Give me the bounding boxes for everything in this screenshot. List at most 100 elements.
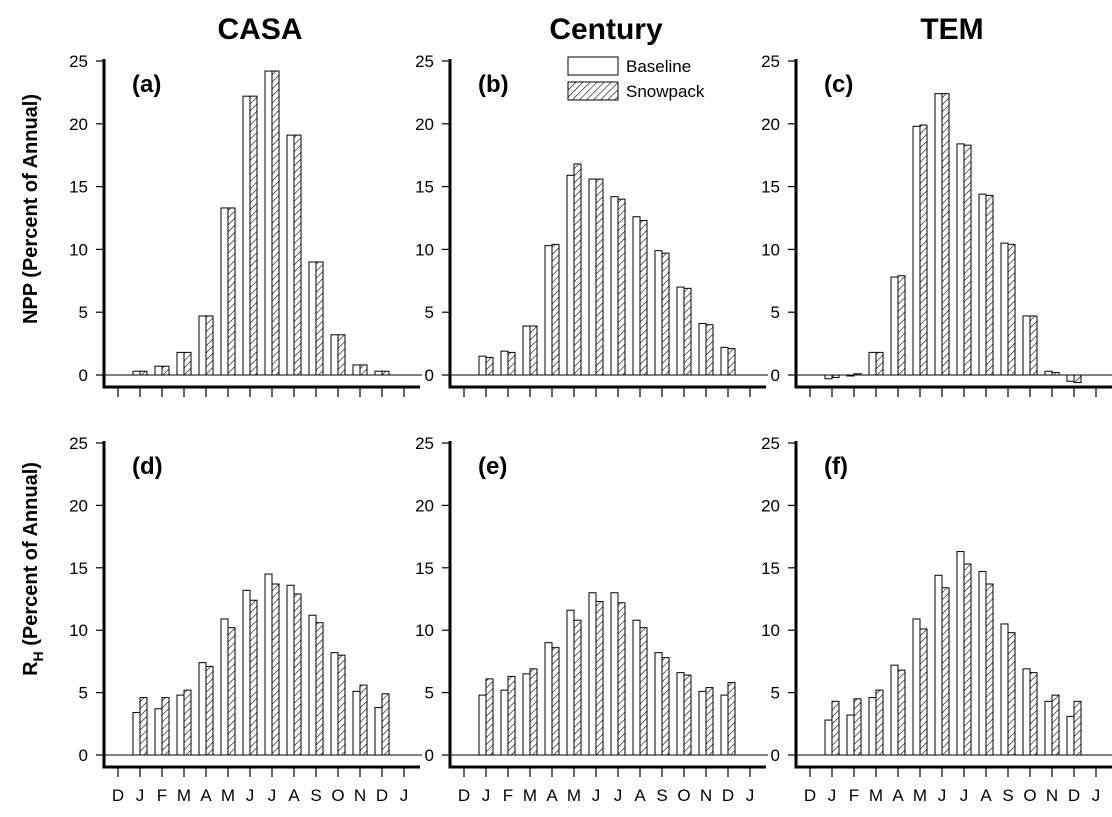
bar-baseline-3 (522, 325, 531, 376)
y-tick-label: 0 (79, 746, 88, 765)
x-tick-label: A (288, 786, 300, 805)
x-tick-label: D (804, 786, 816, 805)
x-tick-label: O (1023, 786, 1036, 805)
bar-snowpack-10 (337, 334, 346, 376)
bar-baseline-4 (198, 315, 207, 376)
bar-baseline-2 (500, 689, 509, 756)
y-tick-label: 15 (761, 178, 780, 197)
bar-snowpack-9 (661, 252, 670, 376)
y-tick-label: 25 (415, 434, 434, 453)
x-tick-label: M (913, 786, 927, 805)
bar-baseline-10 (1022, 315, 1031, 376)
bar-baseline-4 (890, 664, 899, 756)
bar-baseline-8 (286, 584, 295, 756)
panel-b-label: (b) (478, 71, 509, 98)
y-tick-label: 0 (425, 746, 434, 765)
bar-baseline-2 (846, 374, 855, 377)
bar-snowpack-4 (897, 275, 906, 376)
bar-baseline-6 (934, 93, 943, 376)
y-tick-label: 25 (69, 434, 88, 453)
bar-baseline-7 (610, 592, 619, 756)
bar-baseline-12 (1066, 374, 1075, 382)
x-tick-label: D (376, 786, 388, 805)
y-tick-label: 20 (415, 496, 434, 515)
bar-snowpack-10 (337, 654, 346, 756)
legend: Baseline Snowpack (567, 56, 705, 101)
bar-baseline-11 (698, 690, 707, 756)
y-tick-label: 0 (771, 746, 780, 765)
bar-snowpack-6 (595, 600, 604, 756)
x-tick-label: O (677, 786, 690, 805)
x-tick-label: M (221, 786, 235, 805)
x-tick-label: M (869, 786, 883, 805)
bar-baseline-11 (1044, 700, 1053, 756)
bar-baseline-4 (544, 642, 553, 756)
y-tick-label: 20 (761, 115, 780, 134)
bar-snowpack-11 (705, 687, 714, 756)
bar-snowpack-5 (573, 163, 582, 376)
bar-snowpack-3 (875, 351, 884, 376)
panel-c: 0 5 10 15 20 25 (c) (761, 52, 1112, 397)
bar-baseline-5 (566, 609, 575, 756)
y-tick-label: 25 (69, 52, 88, 71)
y-tick-label: 15 (415, 178, 434, 197)
bar-baseline-12 (374, 707, 383, 756)
bar-snowpack-11 (359, 684, 368, 756)
x-tick-label: J (1092, 786, 1101, 805)
y-tick-label: 20 (69, 115, 88, 134)
ylabel-rh-main: R (20, 661, 42, 676)
y-tick-label: 10 (761, 240, 780, 259)
panel-a: 0 5 10 15 20 25 (a) (69, 52, 422, 397)
bar-baseline-2 (500, 350, 509, 376)
x-tick-label: J (828, 786, 837, 805)
bar-baseline-3 (522, 673, 531, 756)
x-tick-label: S (310, 786, 321, 805)
bar-snowpack-3 (183, 351, 192, 376)
y-tick-label: 15 (761, 559, 780, 578)
bar-baseline-1 (132, 712, 141, 756)
y-tick-label: 5 (79, 684, 88, 703)
bar-snowpack-7 (271, 70, 280, 376)
bar-snowpack-9 (315, 261, 324, 376)
bar-snowpack-11 (705, 324, 714, 376)
y-tick-label: 25 (761, 52, 780, 71)
panel-d-label: (d) (132, 453, 163, 480)
x-tick-label: F (849, 786, 859, 805)
x-tick-label: S (1002, 786, 1013, 805)
bar-baseline-11 (352, 690, 361, 756)
bar-snowpack-5 (919, 628, 928, 756)
bar-snowpack-7 (617, 198, 626, 376)
bar-snowpack-10 (1029, 315, 1038, 376)
x-tick-label: F (157, 786, 167, 805)
y-tick-label: 5 (425, 684, 434, 703)
bar-baseline-2 (846, 714, 855, 756)
x-tick-label: M (177, 786, 191, 805)
panel-b: 0 5 10 15 20 25 (b) (415, 52, 768, 397)
y-tick-label: 10 (69, 240, 88, 259)
bar-baseline-5 (220, 618, 229, 756)
panels: 0510152025(a)0510152025(b)0510152025(c)0… (69, 52, 1112, 805)
bar-baseline-12 (720, 346, 729, 376)
bar-snowpack-5 (227, 627, 236, 756)
y-tick-label: 5 (771, 684, 780, 703)
bar-snowpack-3 (529, 668, 538, 756)
x-tick-label: D (112, 786, 124, 805)
x-tick-label: J (136, 786, 145, 805)
bar-snowpack-5 (919, 124, 928, 376)
bar-baseline-1 (824, 374, 833, 380)
bar-baseline-8 (632, 216, 641, 376)
bar-snowpack-6 (941, 93, 950, 376)
ylabel-rh: RH (Percent of Annual) (20, 462, 46, 676)
bar-baseline-2 (154, 708, 163, 756)
bar-snowpack-7 (271, 583, 280, 756)
y-tick-label: 20 (69, 496, 88, 515)
panel-e-label: (e) (478, 453, 507, 480)
bar-baseline-6 (934, 574, 943, 756)
bar-snowpack-6 (249, 95, 258, 376)
bar-snowpack-1 (831, 700, 840, 756)
bar-snowpack-6 (595, 178, 604, 376)
